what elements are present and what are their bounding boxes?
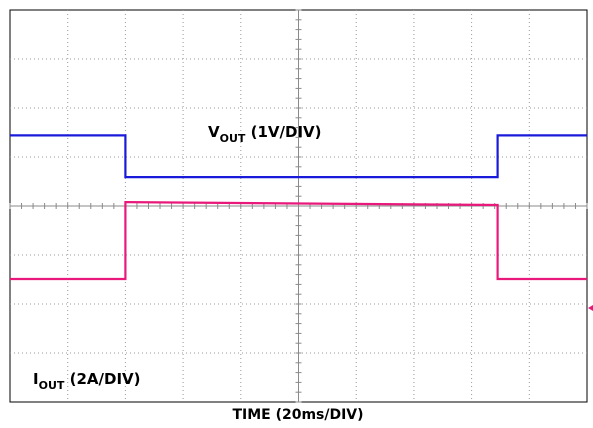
traces xyxy=(10,134,587,281)
iout-trace-label: IOUT (2A/DIV) xyxy=(33,370,141,392)
trigger-marker-icon xyxy=(588,305,593,311)
vout-trace-label: VOUT (1V/DIV) xyxy=(208,123,322,145)
series-iout-line xyxy=(10,200,587,281)
series-vout-line xyxy=(10,134,587,179)
x-axis-label: TIME (20ms/DIV) xyxy=(232,407,363,423)
